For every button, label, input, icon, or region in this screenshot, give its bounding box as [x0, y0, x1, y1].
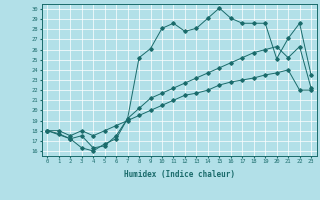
- X-axis label: Humidex (Indice chaleur): Humidex (Indice chaleur): [124, 170, 235, 179]
